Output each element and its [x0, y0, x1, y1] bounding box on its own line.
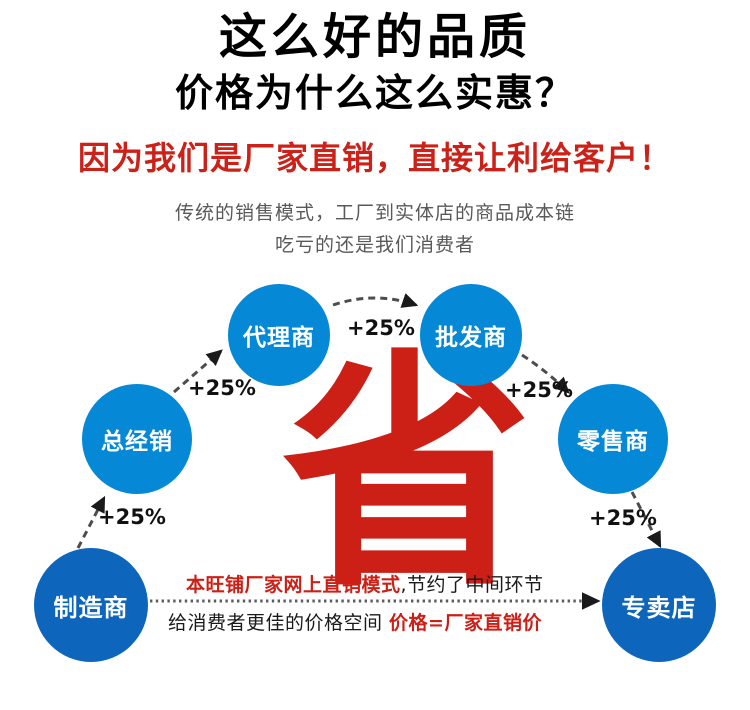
node-agent[interactable]: 代理商	[228, 284, 330, 386]
arrow-general-to-agent	[173, 349, 223, 394]
node-store[interactable]: 专卖店	[602, 548, 716, 662]
headline-highlight: 因为我们是厂家直销，直接让利给客户！	[77, 139, 672, 177]
caption-1-emphasis: 本旺铺厂家网上直销模式	[186, 574, 401, 596]
markup-label-general-to-agent: +25%	[188, 376, 256, 400]
headline-secondary: 价格为什么这么实惠？	[174, 71, 575, 115]
caption-1-rest: ,节约了中间环节	[400, 574, 544, 596]
arrow-manufacturer-to-general	[76, 495, 106, 549]
node-general-agent[interactable]: 总经销	[82, 384, 192, 494]
node-wholesaler[interactable]: 批发商	[420, 284, 522, 386]
node-manufacturer[interactable]: 制造商	[34, 548, 148, 662]
markup-label-manufacturer-to-general: +25%	[98, 505, 166, 529]
direct-sales-caption-line-1: 本旺铺厂家网上直销模式,节约了中间环节	[186, 570, 544, 597]
arrow-wholesaler-to-retailer	[521, 353, 570, 394]
direct-sales-caption-line-2: 给消费者更佳的价格空间 价格=厂家直销价	[168, 608, 542, 635]
arrow-agent-to-wholesaler	[332, 293, 419, 308]
markup-label-wholesaler-to-retailer: +25%	[505, 378, 573, 402]
node-retailer[interactable]: 零售商	[558, 384, 668, 494]
markup-label-agent-to-wholesaler: +25%	[347, 316, 415, 340]
big-save-character: 省	[282, 329, 532, 620]
caption-2-lead: 给消费者更佳的价格空间	[168, 612, 390, 634]
arrow-retailer-to-store	[630, 491, 662, 549]
subtitle-line-1: 传统的销售模式，工厂到实体店的商品成本链	[174, 202, 575, 224]
subtitle-line-2: 吃亏的还是我们消费者	[274, 234, 475, 256]
headline-primary: 这么好的品质	[218, 9, 531, 65]
caption-2-emphasis: 价格=厂家直销价	[389, 612, 542, 634]
markup-label-retailer-to-store: +25%	[589, 506, 657, 530]
